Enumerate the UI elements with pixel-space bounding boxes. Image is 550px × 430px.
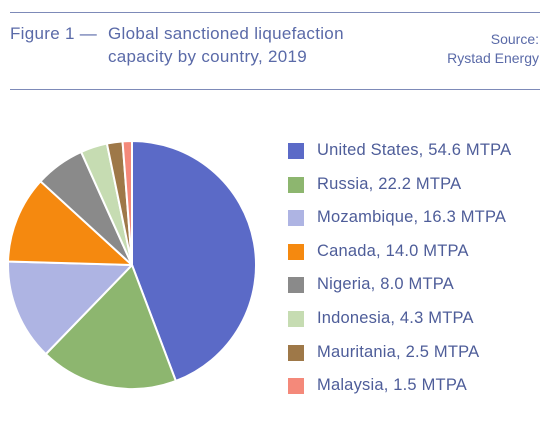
legend-label: Mozambique, 16.3 MTPA — [317, 208, 507, 227]
legend-swatch — [288, 378, 304, 395]
figure-title-text: Global sanctioned liquefaction capacity … — [108, 24, 344, 66]
figure-title: Figure 1 — Global sanctioned liquefactio… — [10, 22, 410, 66]
legend-swatch — [288, 344, 304, 361]
pie-slice-canada — [7, 180, 133, 266]
legend-swatch — [288, 143, 304, 159]
figure-label: Figure 1 — — [10, 24, 98, 43]
header-rule — [10, 89, 540, 90]
legend-label: Nigeria, 8.0 MTPA — [317, 275, 454, 294]
pie-slice-malaysia — [121, 139, 133, 266]
legend-label: Indonesia, 4.3 MTPA — [317, 308, 474, 327]
legend-label: United States, 54.6 MTPA — [317, 141, 512, 159]
legend-label: Canada, 14.0 MTPA — [317, 241, 469, 260]
legend-swatch — [288, 243, 304, 260]
legend-label: Mauritania, 2.5 MTPA — [317, 342, 480, 361]
source-label: Source: — [490, 31, 539, 47]
top-rule — [10, 12, 540, 13]
source-note: Source: Rystad Energy — [447, 30, 539, 68]
legend-swatch — [288, 310, 304, 327]
pie-slice-united-states — [131, 140, 257, 382]
legend-swatch — [288, 277, 304, 294]
legend-label: Russia, 22.2 MTPA — [317, 174, 462, 193]
legend-swatch — [288, 210, 304, 227]
pie-slice-russia — [44, 264, 177, 391]
legend-label: Malaysia, 1.5 MTPA — [317, 376, 468, 395]
legend-swatch — [288, 176, 304, 193]
pie-slice-mozambique — [7, 260, 133, 356]
source-name: Rystad Energy — [447, 50, 539, 66]
